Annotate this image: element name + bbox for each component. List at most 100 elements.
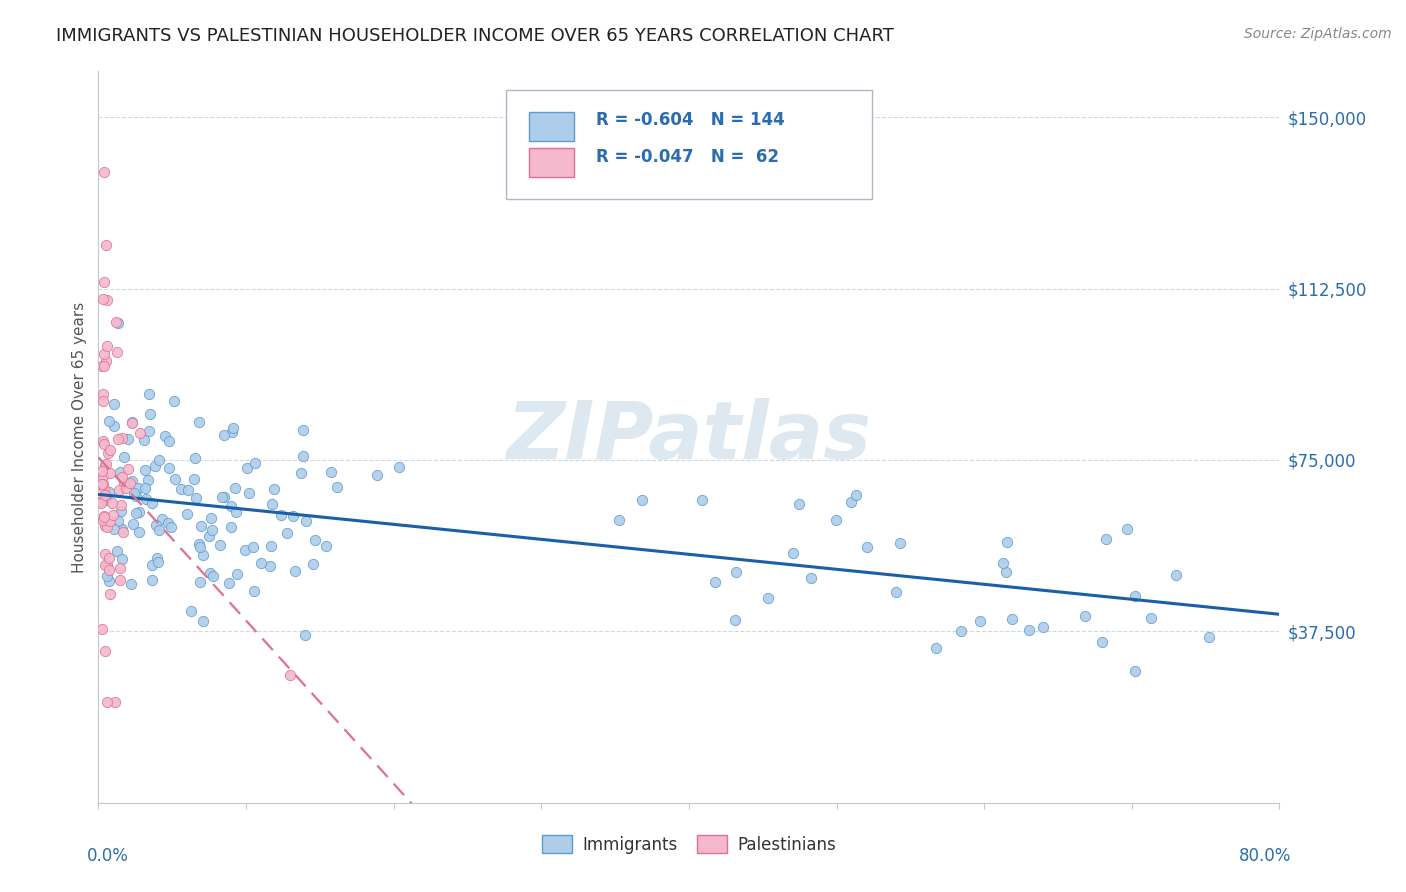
Point <box>183 451 205 466</box>
Point <box>218 576 240 591</box>
Point <box>112 450 135 464</box>
Point <box>245 456 267 470</box>
Point <box>782 546 804 560</box>
Point <box>1074 608 1097 623</box>
Point <box>125 506 148 520</box>
Point <box>176 507 198 521</box>
Point <box>208 539 231 553</box>
Point <box>995 535 1018 549</box>
Point <box>97 446 120 460</box>
Point <box>1032 620 1054 634</box>
Point <box>121 474 143 488</box>
Point <box>163 394 186 409</box>
Point <box>111 552 134 566</box>
Point <box>93 481 115 495</box>
Point <box>128 525 150 540</box>
Point <box>97 414 120 428</box>
Point <box>108 561 131 575</box>
Text: R = -0.604   N = 144: R = -0.604 N = 144 <box>596 112 785 129</box>
Point <box>98 563 121 577</box>
Point <box>128 505 150 519</box>
Point <box>221 500 243 514</box>
Text: IMMIGRANTS VS PALESTINIAN HOUSEHOLDER INCOME OVER 65 YEARS CORRELATION CHART: IMMIGRANTS VS PALESTINIAN HOUSEHOLDER IN… <box>56 27 894 45</box>
Point <box>143 458 166 473</box>
Point <box>704 575 727 590</box>
Point <box>112 524 135 539</box>
Point <box>155 429 177 443</box>
Point <box>120 475 142 490</box>
Point <box>250 556 273 570</box>
Point <box>292 449 315 463</box>
Point <box>94 493 117 508</box>
Point <box>969 614 991 628</box>
Point <box>276 526 298 541</box>
Point <box>191 548 214 562</box>
Point <box>139 408 162 422</box>
Point <box>94 558 117 572</box>
Text: ZIPatlas: ZIPatlas <box>506 398 872 476</box>
Point <box>991 557 1014 571</box>
Point <box>225 505 247 519</box>
Point <box>107 483 129 497</box>
Point <box>98 587 121 601</box>
Point <box>93 165 115 179</box>
Point <box>93 275 115 289</box>
Point <box>91 359 114 374</box>
Point <box>1123 589 1146 603</box>
Point <box>219 520 242 534</box>
Point <box>160 520 183 534</box>
Point <box>91 293 114 307</box>
Point <box>177 483 200 497</box>
Point <box>1164 567 1187 582</box>
Point <box>91 513 114 527</box>
Point <box>925 640 948 655</box>
Point <box>110 498 132 512</box>
Point <box>96 339 118 353</box>
Point <box>91 476 114 491</box>
Point <box>787 497 810 511</box>
Point <box>94 354 117 368</box>
Point <box>91 468 114 483</box>
Point <box>107 432 129 446</box>
Point <box>96 558 118 572</box>
Point <box>135 491 157 506</box>
Point <box>117 462 139 476</box>
Point <box>103 522 125 536</box>
Point <box>242 540 264 554</box>
Point <box>290 467 312 481</box>
Point <box>105 345 128 359</box>
Point <box>724 613 747 627</box>
Point <box>1198 630 1220 644</box>
Point <box>150 512 173 526</box>
Point <box>148 524 170 538</box>
Point <box>259 559 281 574</box>
Point <box>224 481 246 495</box>
Point <box>110 431 132 445</box>
Point <box>93 347 115 361</box>
Point <box>91 622 114 636</box>
Point <box>315 539 337 553</box>
Text: R = -0.047   N =  62: R = -0.047 N = 62 <box>596 148 779 166</box>
Point <box>138 474 160 488</box>
Point <box>188 540 211 554</box>
Point <box>91 476 114 491</box>
FancyBboxPatch shape <box>530 112 575 141</box>
Point <box>841 495 863 509</box>
Point <box>183 472 205 486</box>
Point <box>97 485 120 500</box>
Point <box>211 490 233 504</box>
Point <box>110 504 132 518</box>
Point <box>157 516 180 531</box>
Point <box>186 491 208 505</box>
Point <box>270 508 292 522</box>
Point <box>243 583 266 598</box>
Point <box>284 564 307 578</box>
FancyBboxPatch shape <box>530 148 575 178</box>
Point <box>111 469 134 483</box>
Point <box>101 508 124 523</box>
Point <box>201 524 224 538</box>
Point <box>125 489 148 503</box>
Point <box>157 434 180 448</box>
Point <box>758 591 780 605</box>
Point <box>825 513 848 527</box>
